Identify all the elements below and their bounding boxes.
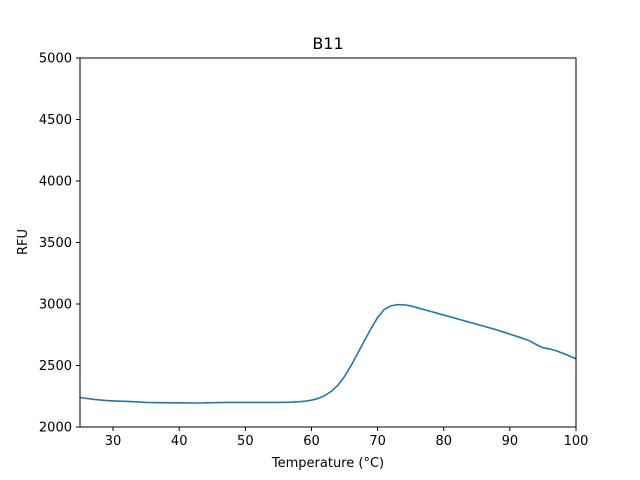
x-tick-label: 30: [105, 434, 122, 449]
y-tick-label: 4500: [39, 113, 72, 128]
x-tick-label: 90: [502, 434, 519, 449]
y-axis: 2000 2500 3000 3500 4000 4500 5000: [39, 52, 80, 436]
x-tick-label: 70: [369, 434, 386, 449]
y-tick-label: 2500: [39, 359, 72, 374]
x-tick-label: 80: [435, 434, 452, 449]
x-axis-label: Temperature (°C): [271, 456, 384, 471]
x-tick-label: 50: [237, 434, 254, 449]
x-tick-label: 60: [303, 434, 320, 449]
y-tick-label: 2000: [39, 421, 72, 436]
y-tick-label: 5000: [39, 52, 72, 67]
y-tick-label: 4000: [39, 175, 72, 190]
y-tick-label: 3000: [39, 298, 72, 313]
plot-area: [79, 57, 577, 428]
x-tick-label: 100: [564, 434, 589, 449]
y-tick-label: 3500: [39, 236, 72, 251]
x-axis: 30 40 50 60 70 80 90 100: [105, 427, 589, 449]
y-axis-label: RFU: [16, 229, 31, 255]
x-tick-label: 40: [171, 434, 188, 449]
plot-frame: [79, 57, 577, 428]
series-line-0: [79, 303, 577, 404]
chart-title: B11: [312, 34, 343, 53]
